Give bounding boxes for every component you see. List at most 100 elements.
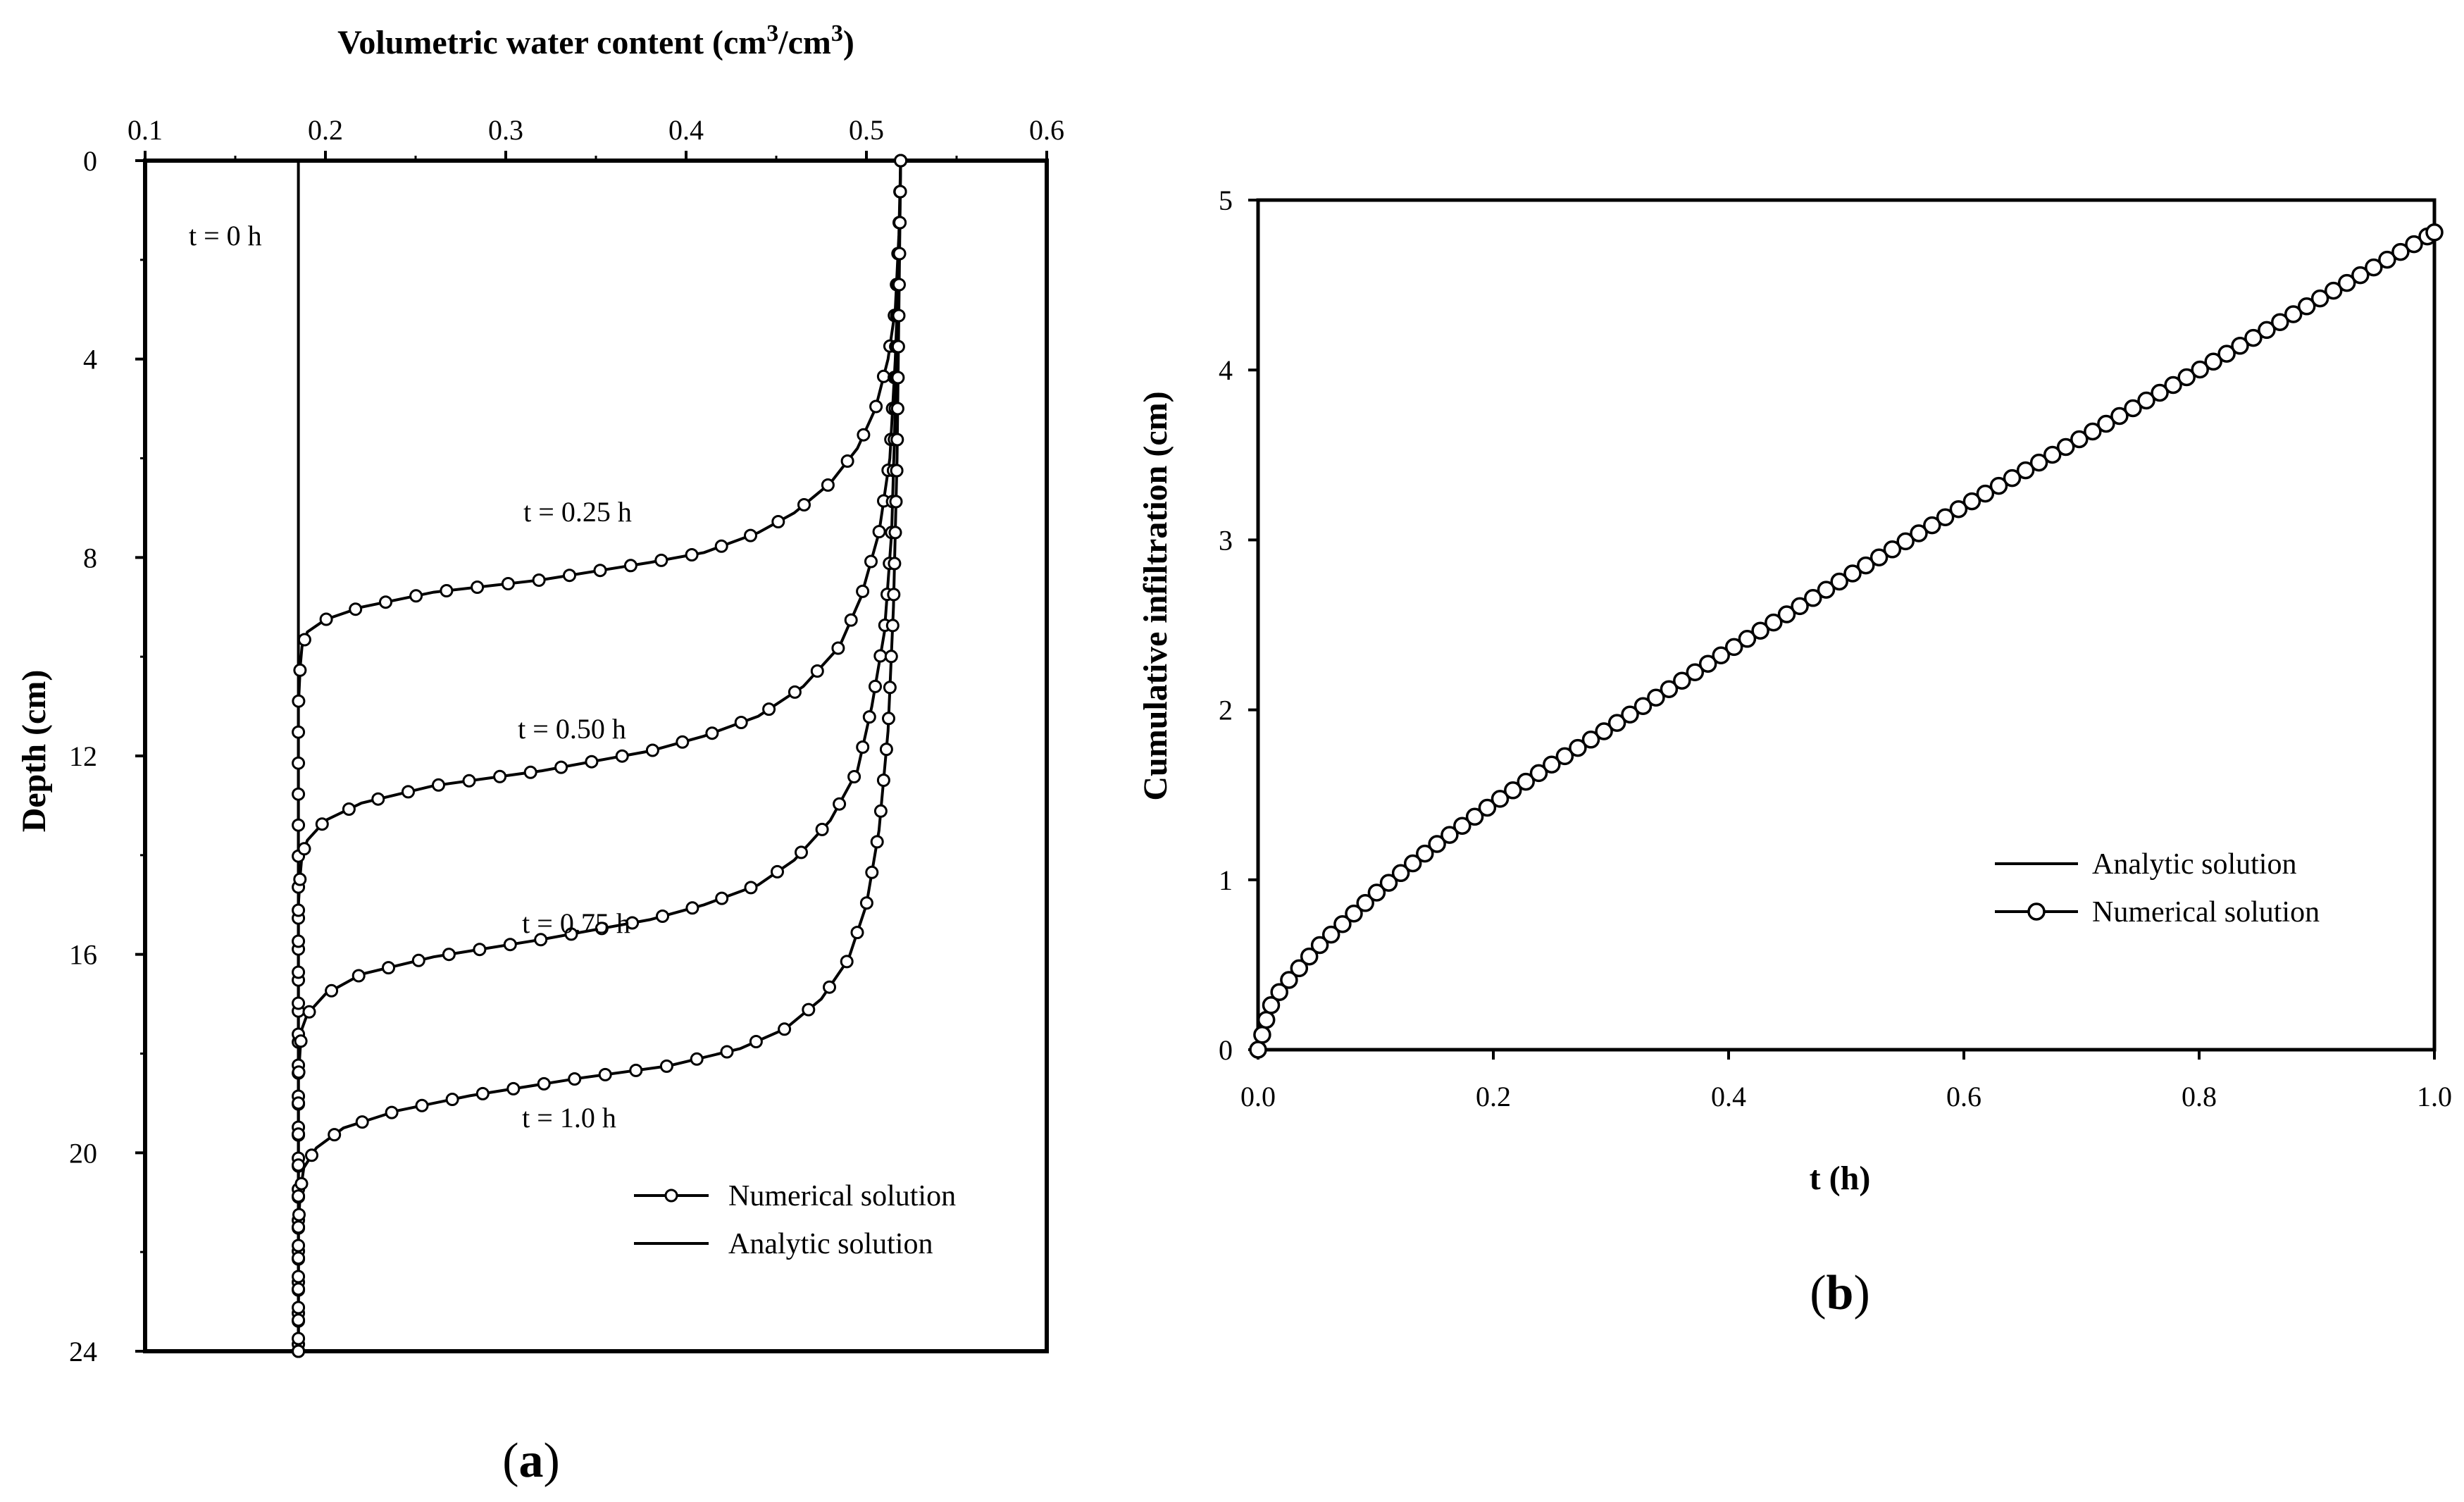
panel-b-numerical-point [2177, 368, 2196, 387]
panel-a-numerical-point [850, 926, 864, 940]
panel-a-numerical-point [815, 822, 829, 836]
panel-a-numerical-point [888, 557, 902, 571]
panel-a-numerical-point [297, 842, 311, 856]
panel-b-numerical-point [1843, 564, 1862, 583]
panel-a-numerical-point [379, 595, 392, 609]
panel-b-numerical-point [1367, 883, 1386, 902]
panel-b-numerical-point [2110, 406, 2129, 426]
panel-b-numerical-point [1555, 747, 1574, 766]
panel-a-numerical-point [292, 1239, 306, 1253]
panel-b-numerical-point [1249, 1041, 1267, 1059]
panel-b-y-tick-label: 3 [1219, 524, 1233, 556]
panel-b-numerical-point [2425, 223, 2444, 242]
panel-a-numerical-point [856, 740, 870, 754]
panel-b-numerical-point [1504, 781, 1522, 800]
panel-a-numerical-point [432, 778, 445, 792]
panel-a-numerical-point [293, 872, 307, 886]
panel-a-numerical-point [862, 710, 876, 724]
panel-a-numerical-point [685, 901, 699, 915]
panel-b-numerical-point [1791, 597, 1809, 616]
panel-a-numerical-point [442, 948, 456, 962]
panel-b-numerical-point [1416, 844, 1434, 863]
panel-a-numerical-point [564, 927, 578, 941]
panel-a-numerical-point [645, 743, 659, 757]
panel-a-numerical-point [833, 797, 847, 811]
panel-a-numerical-point [503, 938, 517, 952]
panel-b-numerical-point [1543, 755, 1561, 774]
panel-a-numerical-point [720, 1045, 734, 1059]
panel-a-x-tick-label: 0.4 [668, 114, 704, 146]
panel-b-numerical-point [1686, 663, 1705, 681]
panel-a-numerical-point [440, 584, 454, 597]
panel-a-curves [297, 160, 902, 1351]
panel-b-numerical-point [1634, 697, 1653, 715]
panel-b-plot-area [1256, 198, 2437, 1052]
panel-b-numerical-point [2003, 468, 2022, 488]
panel-a-numerical-point [654, 553, 668, 567]
panel-b-chart: Cumulative infiltration (cm) t (h) 0.0 0.… [1137, 185, 2452, 1320]
panel-b-numerical-point [1290, 959, 1309, 978]
panel-a-numerical-point [292, 1189, 306, 1203]
panel-a-y-axis-title: Depth (cm) [15, 670, 53, 833]
panel-a-numerical-point [744, 528, 757, 542]
panel-a-numerical-point [859, 896, 873, 910]
panel-a-numerical-point [883, 681, 897, 695]
panel-a-numerical-point [563, 569, 576, 583]
panel-b-numerical-point [1607, 714, 1626, 732]
panel-b-numerical-point [1949, 499, 1968, 519]
panel-a-numerical-point [887, 588, 901, 602]
panel-b-numerical-point [1869, 548, 1889, 566]
panel-a-numerical-point [857, 428, 871, 442]
panel-b-numerical-point [2258, 321, 2276, 340]
panel-a-numerical-point [409, 589, 423, 603]
panel-b-numerical-point [2337, 273, 2356, 292]
panel-b-numerical-point [2070, 430, 2089, 449]
panel-a-letter: a [519, 1434, 544, 1488]
panel-b-x-tick-label: 0.2 [1476, 1081, 1511, 1112]
panel-a-numerical-point [523, 765, 537, 779]
panel-a-title-mid: /cm [778, 24, 831, 61]
panel-a-numerical-point [734, 716, 748, 729]
panel-a-numerical-point [749, 1035, 763, 1048]
panel-b-numerical-point [1428, 835, 1446, 853]
panel-b-numerical-point [1804, 589, 1822, 607]
panel-b-numerical-point [1647, 688, 1665, 707]
panel-b-letter: b [1827, 1266, 1854, 1320]
panel-a-numerical-point [537, 1076, 551, 1091]
panel-a-numerical-point [598, 1067, 612, 1081]
panel-b-numerical-point [2378, 250, 2396, 269]
panel-b-numerical-point [1817, 581, 1836, 599]
panel-a-numerical-point [292, 1096, 306, 1110]
panel-a-numerical-point [294, 1177, 309, 1191]
panel-a-numerical-point [292, 934, 306, 948]
panel-b-numerical-point [1976, 484, 1995, 503]
panel-a-numerical-point [506, 1081, 521, 1096]
panel-b-numerical-point [1391, 864, 1410, 883]
panel-a-numerical-point [847, 770, 861, 783]
panel-a-numerical-point [371, 792, 385, 806]
panel-b-numerical-point [1989, 476, 2008, 495]
panel-a-x-tick-label: 0.3 [488, 114, 523, 146]
panel-b-x-tick-label: 0.8 [2182, 1081, 2217, 1112]
panel-a-numerical-point [840, 955, 854, 969]
panel-a-label: (a) [502, 1434, 560, 1488]
panel-a-numerical-point [840, 454, 854, 468]
panel-a-numerical-point [385, 1105, 399, 1119]
panel-a-numerical-point [355, 1115, 369, 1129]
panel-a-numerical-point [893, 185, 907, 199]
panel-a-curve-label: t = 0.50 h [518, 713, 626, 745]
panel-a-numerical-point [585, 755, 599, 769]
panel-a-numerical-point [890, 464, 904, 478]
panel-a-y-tick-label: 24 [69, 1336, 97, 1367]
panel-b-numerical-point [1569, 738, 1587, 757]
panel-a-numerical-point [888, 526, 902, 540]
panel-b-numerical-point [1581, 731, 1600, 749]
panel-b-numerical-point [2029, 453, 2048, 472]
panel-a-legend-analytic: Analytic solution [728, 1228, 933, 1260]
panel-a-numerical-point [292, 1282, 306, 1296]
panel-a-numerical-point [788, 685, 802, 699]
panel-a-numerical-point [445, 1093, 459, 1106]
panel-a-numerical-point [873, 649, 888, 663]
panel-b-x-tick-label: 0.4 [1711, 1081, 1746, 1112]
panel-b-numerical-point [2137, 391, 2155, 410]
